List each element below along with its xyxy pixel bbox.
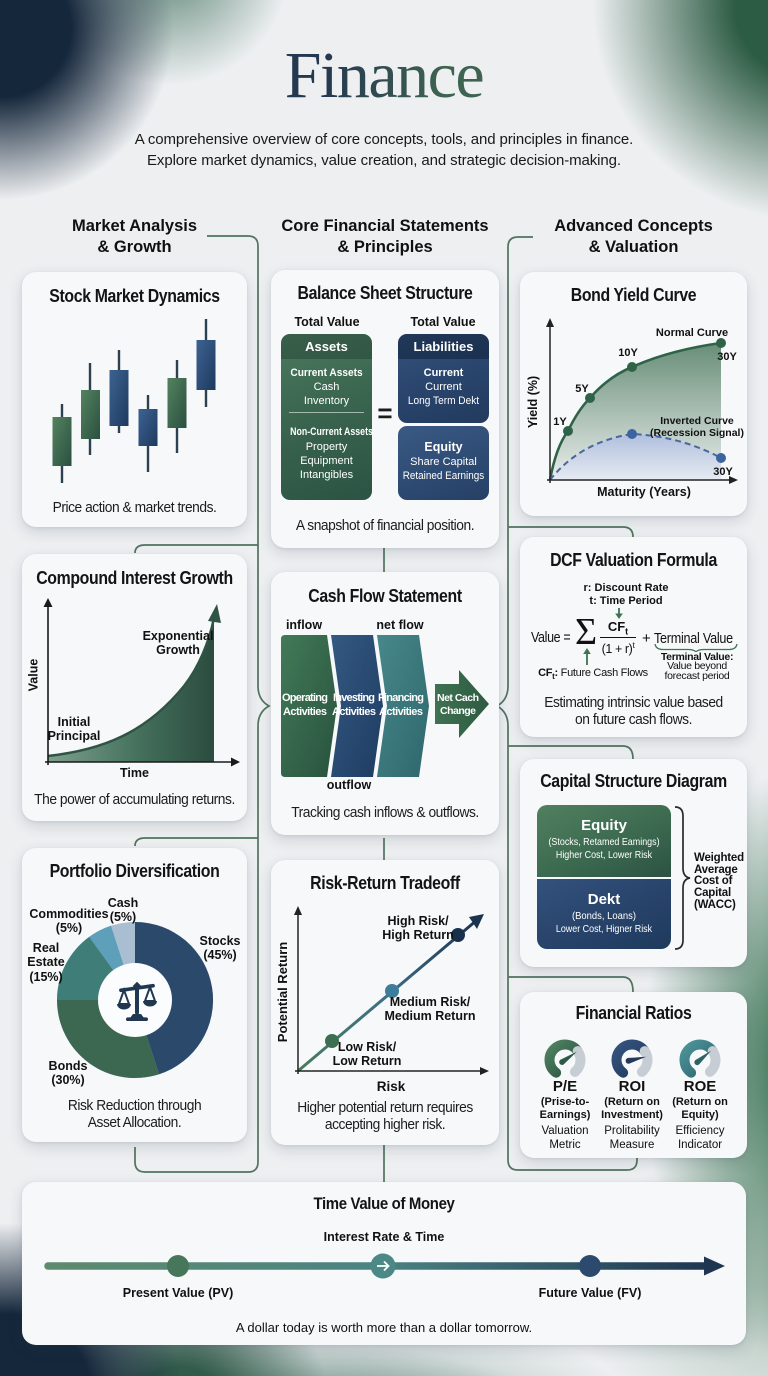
svg-text:Investing: Investing <box>333 692 375 704</box>
svg-text:(Recession Signal): (Recession Signal) <box>650 427 744 439</box>
svg-text:Low Risk/: Low Risk/ <box>338 1040 397 1054</box>
svg-text:Exponential: Exponential <box>143 629 214 643</box>
svg-text:Normal Curve: Normal Curve <box>656 327 728 339</box>
svg-text:10Y: 10Y <box>618 347 638 359</box>
svg-text:Yield (%): Yield (%) <box>526 376 540 428</box>
svg-text:1Y: 1Y <box>553 416 567 428</box>
svg-text:Potential Return: Potential Return <box>275 942 290 1042</box>
svg-text:Growth: Growth <box>156 643 200 657</box>
svg-text:Low Return: Low Return <box>333 1054 402 1068</box>
svg-text:Risk: Risk <box>377 1079 406 1094</box>
svg-text:5Y: 5Y <box>575 383 589 395</box>
svg-text:Maturity (Years): Maturity (Years) <box>597 485 691 499</box>
svg-text:High Return: High Return <box>382 928 454 942</box>
svg-text:Activities: Activities <box>379 706 423 718</box>
svg-text:Net Cach: Net Cach <box>437 692 479 704</box>
svg-text:30Y: 30Y <box>717 351 737 363</box>
svg-text:Medium Return: Medium Return <box>385 1009 476 1023</box>
svg-text:Activities: Activities <box>332 706 376 718</box>
svg-text:Principal: Principal <box>48 729 101 743</box>
svg-text:Financing: Financing <box>378 692 424 704</box>
svg-text:Operating: Operating <box>282 692 328 704</box>
svg-text:High Risk/: High Risk/ <box>387 914 449 928</box>
svg-text:30Y: 30Y <box>713 466 733 478</box>
svg-text:Inverted Curve: Inverted Curve <box>660 415 734 427</box>
svg-text:Activities: Activities <box>283 706 327 718</box>
svg-text:Initial: Initial <box>58 715 91 729</box>
svg-text:Change: Change <box>440 705 476 717</box>
svg-text:Medium Risk/: Medium Risk/ <box>390 995 471 1009</box>
